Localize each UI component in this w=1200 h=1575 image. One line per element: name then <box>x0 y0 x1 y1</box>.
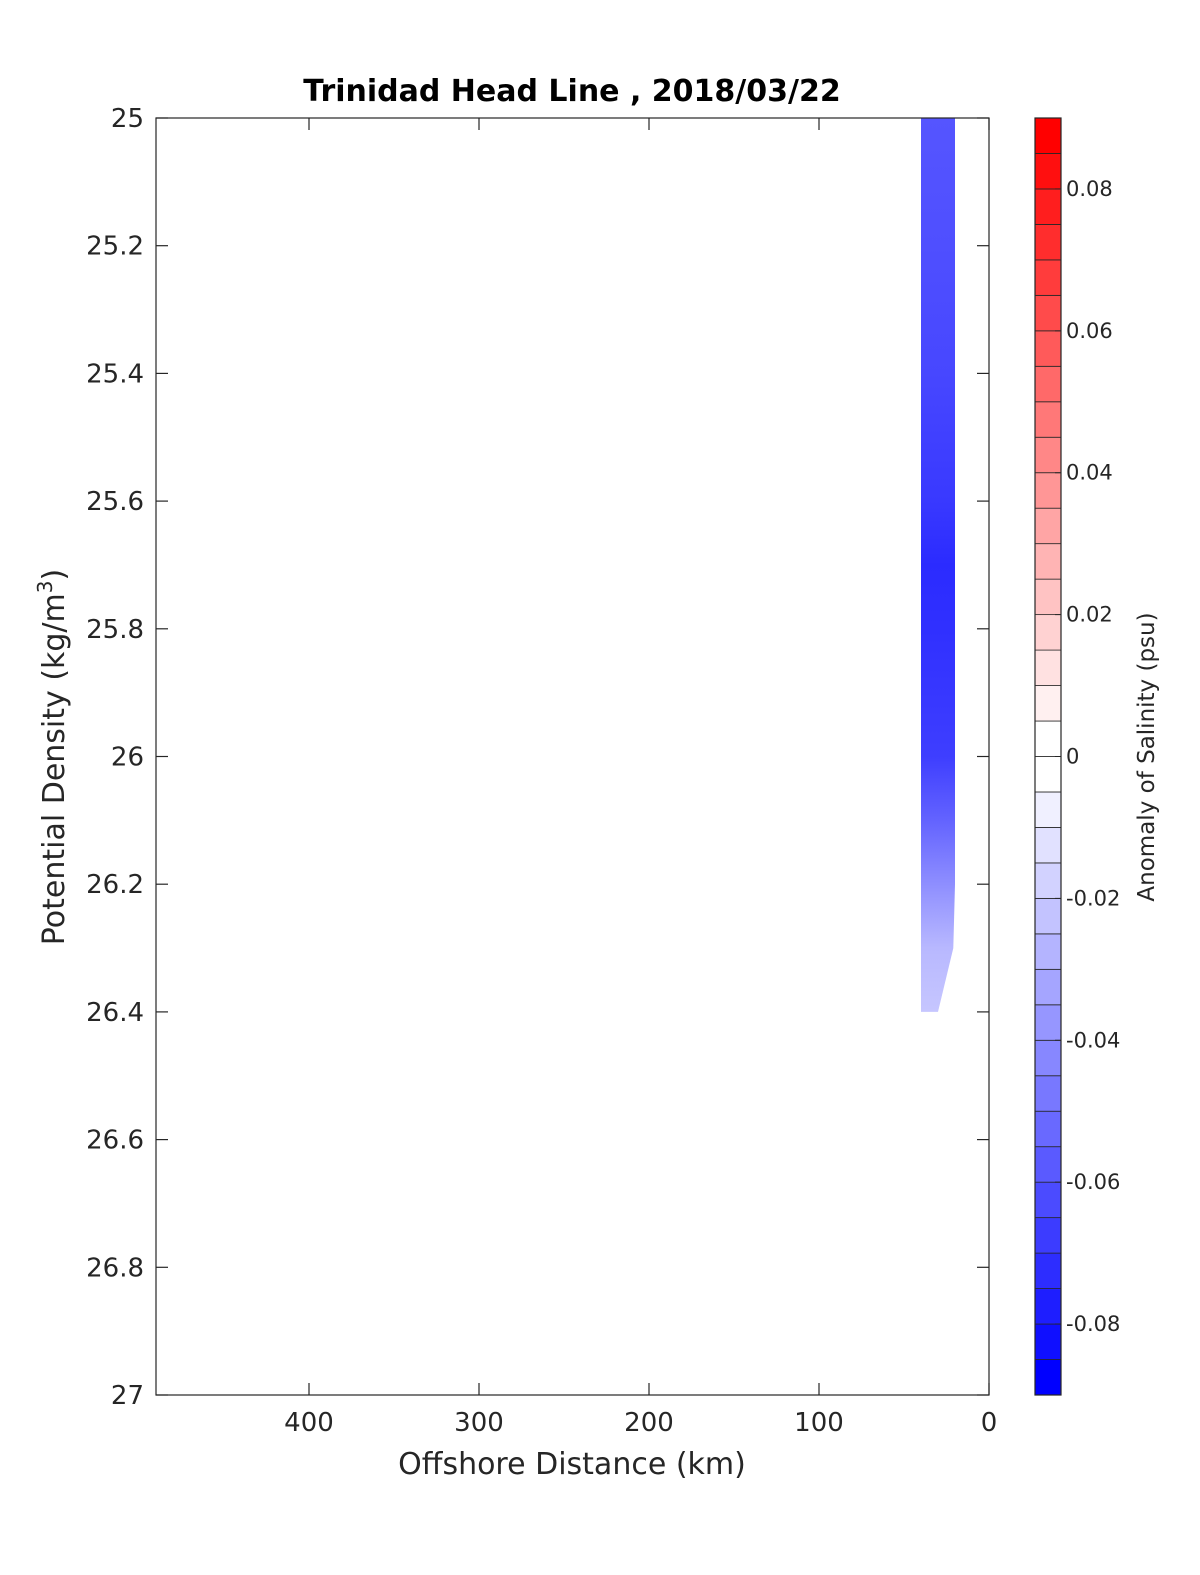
y-axis-label-superscript: 3 <box>33 580 57 593</box>
colorbar-level <box>1034 1146 1062 1183</box>
colorbar-tick-label: -0.02 <box>1066 886 1120 910</box>
colorbar-level <box>1034 897 1062 935</box>
chart-title: Trinidad Head Line , 2018/03/22 <box>303 74 840 109</box>
colorbar-level <box>1034 543 1062 580</box>
colorbar-level <box>1034 188 1062 225</box>
colorbar-level <box>1034 365 1062 403</box>
plot-area: 400 300 200 100 0 25 25.2 25.4 25.6 25.8 26 26.2 26… <box>86 104 997 1438</box>
y-tick-label: 25 <box>111 104 144 134</box>
colorbar-level <box>1034 330 1062 367</box>
colorbar-level <box>1034 401 1062 438</box>
salinity-anomaly-region <box>921 118 955 1012</box>
x-tick-label: 200 <box>624 1408 674 1438</box>
colorbar-tick-label: -0.06 <box>1066 1170 1120 1194</box>
colorbar-level <box>1034 756 1062 793</box>
y-tick-label: 25.6 <box>86 487 144 517</box>
colorbar-tick-label: -0.04 <box>1066 1028 1120 1052</box>
x-tick-label: 100 <box>794 1408 844 1438</box>
colorbar-level <box>1034 578 1062 616</box>
y-axis-ticks: 25 25.2 25.4 25.6 25.8 26 26.2 26.4 26.6 26.8 27 <box>86 104 989 1411</box>
y-tick-label: 26.8 <box>86 1253 144 1283</box>
colorbar-levels <box>1034 117 1062 1396</box>
colorbar-tick-label: 0.06 <box>1066 319 1113 343</box>
colorbar-level <box>1034 685 1062 722</box>
colorbar-level <box>1034 1359 1062 1396</box>
y-axis-label-close: ) <box>37 569 72 581</box>
colorbar-level <box>1034 720 1062 757</box>
colorbar-level <box>1034 791 1062 828</box>
y-axis-label: Potential Density (kg/m3) <box>33 569 72 945</box>
y-tick-label: 27 <box>111 1381 144 1411</box>
y-tick-label: 26 <box>111 743 144 773</box>
x-tick-label: 0 <box>981 1408 998 1438</box>
colorbar-level <box>1034 153 1062 190</box>
colorbar-level <box>1034 968 1062 1006</box>
colorbar-tick-label: 0.02 <box>1066 603 1113 627</box>
colorbar-level <box>1034 472 1062 509</box>
colorbar-tick-label: 0.04 <box>1066 461 1113 485</box>
x-axis-label: Offshore Distance (km) <box>398 1447 746 1482</box>
colorbar-level <box>1034 294 1062 332</box>
colorbar: 0.08 0.06 0.04 0.02 0 -0.02 -0.04 -0.06 -0.08 <box>1034 117 1120 1396</box>
colorbar-level <box>1034 507 1062 545</box>
colorbar-label: Anomaly of Salinity (psu) <box>1134 612 1160 901</box>
y-tick-label: 26.4 <box>86 998 144 1028</box>
y-tick-label: 25.2 <box>86 232 144 262</box>
colorbar-level <box>1034 933 1062 970</box>
colorbar-level <box>1034 1181 1062 1219</box>
colorbar-level <box>1034 1323 1062 1360</box>
colorbar-level <box>1034 436 1062 474</box>
x-tick-label: 400 <box>284 1408 334 1438</box>
colorbar-level <box>1034 1288 1062 1325</box>
colorbar-level <box>1034 1004 1062 1041</box>
colorbar-tick-label: -0.08 <box>1066 1312 1120 1336</box>
colorbar-level <box>1034 1039 1062 1077</box>
colorbar-level <box>1034 649 1062 686</box>
x-tick-label: 300 <box>454 1408 504 1438</box>
colorbar-ticks: 0.08 0.06 0.04 0.02 0 -0.02 -0.04 -0.06 -0.08 <box>1055 177 1120 1336</box>
colorbar-tick-label: 0 <box>1066 745 1079 769</box>
colorbar-level <box>1034 827 1062 864</box>
y-tick-label: 26.2 <box>86 870 144 900</box>
y-tick-label: 25.4 <box>86 359 144 389</box>
colorbar-level <box>1034 224 1062 261</box>
plot-background <box>156 118 989 1395</box>
colorbar-level <box>1034 1217 1062 1254</box>
contour-layer <box>921 118 955 1012</box>
colorbar-level <box>1034 117 1062 154</box>
colorbar-level <box>1034 862 1062 899</box>
colorbar-level <box>1034 1252 1062 1289</box>
y-axis-label-main: Potential Density (kg/m <box>37 593 72 945</box>
colorbar-level <box>1034 1075 1062 1112</box>
x-axis-ticks: 400 300 200 100 0 <box>284 118 997 1438</box>
colorbar-level <box>1034 259 1062 296</box>
colorbar-tick-label: 0.08 <box>1066 177 1113 201</box>
y-tick-label: 25.8 <box>86 615 144 645</box>
colorbar-level <box>1034 1110 1062 1148</box>
y-tick-label: 26.6 <box>86 1126 144 1156</box>
colorbar-level <box>1034 614 1062 651</box>
